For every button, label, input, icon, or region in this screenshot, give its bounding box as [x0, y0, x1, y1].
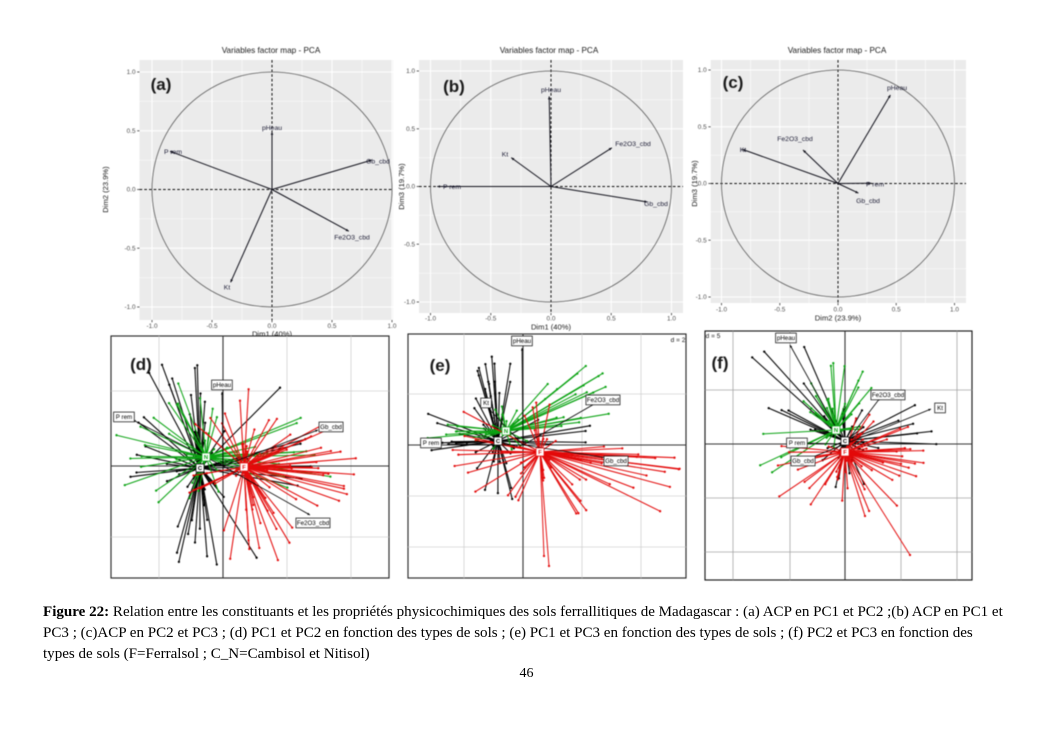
- svg-text:Fe2O3_cbd: Fe2O3_cbd: [334, 235, 370, 242]
- svg-text:P rem: P rem: [789, 440, 805, 447]
- svg-text:N: N: [204, 455, 208, 461]
- svg-text:Kt: Kt: [937, 405, 943, 412]
- svg-text:P rem: P rem: [116, 414, 132, 421]
- svg-text:-0.5: -0.5: [206, 323, 217, 330]
- svg-text:0.0: 0.0: [698, 181, 707, 188]
- svg-text:0.5: 0.5: [406, 126, 415, 133]
- svg-text:1.0: 1.0: [388, 323, 397, 330]
- svg-text:F: F: [242, 465, 246, 471]
- svg-text:0.5: 0.5: [127, 128, 136, 135]
- svg-text:-1.0: -1.0: [124, 304, 135, 311]
- svg-text:0.0: 0.0: [127, 187, 136, 194]
- svg-text:N: N: [834, 428, 838, 434]
- svg-text:pHeau: pHeau: [887, 85, 907, 92]
- svg-text:0.5: 0.5: [698, 124, 707, 131]
- svg-text:pHeau: pHeau: [262, 125, 282, 132]
- svg-text:P rem: P rem: [443, 184, 461, 191]
- svg-text:C: C: [496, 439, 501, 445]
- svg-text:Gb_cbd: Gb_cbd: [856, 198, 880, 205]
- svg-text:F: F: [843, 450, 847, 456]
- svg-text:(d): (d): [130, 355, 152, 374]
- svg-text:Fe2O3_cbd: Fe2O3_cbd: [872, 392, 905, 399]
- svg-text:Gb_cbd: Gb_cbd: [792, 458, 814, 465]
- svg-text:C: C: [843, 439, 848, 445]
- svg-text:0.0: 0.0: [547, 316, 556, 323]
- svg-text:Gb_cbd: Gb_cbd: [320, 424, 342, 431]
- svg-text:-1.0: -1.0: [716, 307, 727, 314]
- svg-text:1.0: 1.0: [950, 307, 959, 314]
- svg-text:0.0: 0.0: [834, 307, 843, 314]
- svg-text:F: F: [538, 450, 542, 456]
- svg-text:(c): (c): [723, 73, 744, 92]
- svg-text:Dim2 (23.9%): Dim2 (23.9%): [101, 166, 110, 213]
- svg-text:-0.5: -0.5: [124, 245, 135, 252]
- svg-text:-1.0: -1.0: [425, 316, 436, 323]
- svg-text:-0.5: -0.5: [485, 316, 496, 323]
- svg-text:(e): (e): [430, 356, 451, 375]
- svg-text:0.5: 0.5: [892, 307, 901, 314]
- svg-text:Fe2O3_cbd: Fe2O3_cbd: [587, 397, 620, 404]
- svg-text:C: C: [198, 466, 203, 472]
- svg-text:d = 5: d = 5: [706, 333, 721, 340]
- svg-text:Dim2 (23.9%): Dim2 (23.9%): [815, 314, 862, 323]
- svg-text:1.0: 1.0: [667, 316, 676, 323]
- svg-text:Dim3 (19.7%): Dim3 (19.7%): [690, 160, 699, 207]
- svg-text:Fe2O3_cbd: Fe2O3_cbd: [297, 520, 330, 527]
- svg-text:Fe2O3_cbd: Fe2O3_cbd: [777, 136, 813, 143]
- svg-text:1.0: 1.0: [127, 69, 136, 76]
- svg-text:Gb_cbd: Gb_cbd: [605, 458, 627, 465]
- svg-text:d = 2: d = 2: [671, 337, 686, 344]
- svg-text:1.0: 1.0: [698, 67, 707, 74]
- svg-text:P rem: P rem: [164, 149, 182, 156]
- svg-text:pHeau: pHeau: [513, 338, 532, 345]
- svg-text:Kt: Kt: [483, 400, 489, 407]
- svg-text:0.5: 0.5: [607, 316, 616, 323]
- svg-text:Gb_cbd: Gb_cbd: [644, 201, 668, 208]
- svg-text:-1.0: -1.0: [696, 294, 707, 301]
- svg-text:Kt: Kt: [502, 152, 509, 159]
- svg-text:0.0: 0.0: [406, 184, 415, 191]
- svg-text:-0.5: -0.5: [774, 307, 785, 314]
- svg-text:0.0: 0.0: [268, 323, 277, 330]
- svg-text:(b): (b): [443, 77, 465, 96]
- svg-text:0.5: 0.5: [328, 323, 337, 330]
- svg-text:Dim3 (19.7%): Dim3 (19.7%): [397, 163, 406, 210]
- svg-text:Kt: Kt: [224, 285, 231, 292]
- svg-text:(f): (f): [712, 354, 729, 373]
- svg-text:-0.5: -0.5: [404, 241, 415, 248]
- svg-text:Variables factor map - PCA: Variables factor map - PCA: [500, 46, 599, 55]
- svg-text:P rem: P rem: [423, 440, 439, 447]
- svg-text:Variables factor map - PCA: Variables factor map - PCA: [788, 46, 887, 55]
- svg-text:pHeau: pHeau: [541, 87, 561, 94]
- svg-text:P rem: P rem: [866, 182, 884, 189]
- svg-text:1.0: 1.0: [406, 68, 415, 75]
- svg-text:Fe2O3_cbd: Fe2O3_cbd: [615, 141, 651, 148]
- svg-text:pHeau: pHeau: [777, 335, 796, 342]
- svg-text:Dim1 (40%): Dim1 (40%): [531, 323, 572, 332]
- svg-text:(a): (a): [151, 75, 172, 94]
- svg-text:Gb_cbd: Gb_cbd: [366, 159, 390, 166]
- svg-text:-1.0: -1.0: [146, 323, 157, 330]
- svg-text:-0.5: -0.5: [696, 237, 707, 244]
- svg-text:N: N: [504, 429, 508, 435]
- svg-text:pHeau: pHeau: [213, 382, 232, 389]
- svg-text:Dim1 (40%): Dim1 (40%): [252, 330, 293, 339]
- svg-text:Variables factor map - PCA: Variables factor map - PCA: [222, 46, 321, 55]
- svg-text:Kt: Kt: [740, 147, 747, 154]
- svg-text:-1.0: -1.0: [404, 299, 415, 306]
